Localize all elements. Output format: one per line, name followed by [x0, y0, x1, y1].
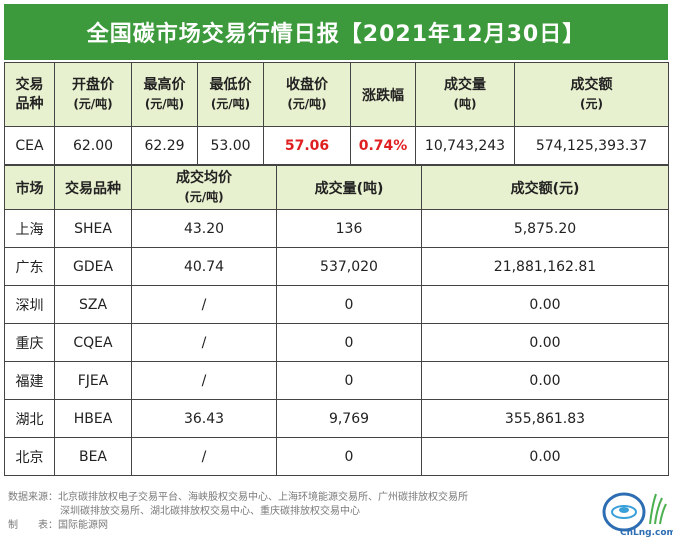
volume-cell: 0	[276, 437, 422, 476]
header-market: 市场	[4, 165, 55, 210]
cea-product: CEA	[4, 126, 55, 165]
cea-table: 交易 品种 开盘价 (元/吨) 最高价 (元/吨) 最低价 (元/吨) 收盘价 (元/吨)…	[4, 62, 669, 165]
table-row: 湖北 HBEA 36.43 9,769 355,861.83	[4, 399, 669, 438]
header-change: 涨跌幅	[350, 62, 416, 127]
volume-cell: 0	[276, 285, 422, 324]
table-row: 深圳 SZA / 0 0.00	[4, 285, 669, 324]
data-source-note: 数据来源：北京碳排放权电子交易平台、海峡股权交易中心、上海环境能源交易所、广州碳…	[8, 491, 568, 533]
turnover-cell: 5,875.20	[421, 209, 669, 248]
product-cell: HBEA	[54, 399, 132, 438]
cea-high: 62.29	[131, 126, 198, 165]
table-row: 北京 BEA / 0 0.00	[4, 437, 669, 476]
avg-price-cell: 43.20	[131, 209, 277, 248]
table-row: 重庆 CQEA / 0 0.00	[4, 323, 669, 362]
avg-price-cell: /	[131, 323, 277, 362]
header-turnover: 成交额(元)	[514, 62, 669, 127]
turnover-cell: 0.00	[421, 323, 669, 362]
header-turnover: 成交额(元)	[421, 165, 669, 210]
volume-cell: 0	[276, 361, 422, 400]
volume-cell: 9,769	[276, 399, 422, 438]
source-line-2: 深圳碳排放交易所、湖北碳排放权交易中心、重庆碳排放权交易中心	[60, 506, 360, 517]
market-cell: 湖北	[4, 399, 55, 438]
regional-table: 市场 交易品种 成交均价 (元/吨) 成交量(吨) 成交额(元) 上海 SHEA …	[4, 165, 669, 476]
header-product: 交易品种	[4, 62, 55, 127]
market-cell: 广东	[4, 247, 55, 286]
turnover-cell: 0.00	[421, 285, 669, 324]
table-row: 福建 FJEA / 0 0.00	[4, 361, 669, 400]
market-cell: 深圳	[4, 285, 55, 324]
product-cell: SZA	[54, 285, 132, 324]
header-low: 最低价 (元/吨)	[197, 62, 264, 127]
table-row: 广东 GDEA 40.74 537,020 21,881,162.81	[4, 247, 669, 286]
turnover-cell: 0.00	[421, 361, 669, 400]
table-row: 上海 SHEA 43.20 136 5,875.20	[4, 209, 669, 248]
market-cell: 北京	[4, 437, 55, 476]
turnover-cell: 0.00	[421, 437, 669, 476]
avg-price-cell: 40.74	[131, 247, 277, 286]
avg-price-cell: 36.43	[131, 399, 277, 438]
market-cell: 上海	[4, 209, 55, 248]
volume-cell: 136	[276, 209, 422, 248]
avg-price-cell: /	[131, 285, 277, 324]
header-open: 开盘价 (元/吨)	[54, 62, 132, 127]
cea-data-row: CEA 62.00 62.29 53.00 57.06 0.74% 10,743…	[4, 126, 669, 165]
header-volume: 成交量(吨)	[415, 62, 515, 127]
cea-turnover: 574,125,393.37	[514, 126, 669, 165]
avg-price-cell: /	[131, 361, 277, 400]
logo-text: CnLng.com	[620, 528, 673, 538]
avg-price-cell: /	[131, 437, 277, 476]
cea-open: 62.00	[54, 126, 132, 165]
cea-volume: 10,743,243	[415, 126, 515, 165]
header-high: 最高价 (元/吨)	[131, 62, 198, 127]
header-avg-price: 成交均价 (元/吨)	[131, 165, 277, 210]
globe-logo-icon	[602, 492, 667, 532]
header-product: 交易品种	[54, 165, 132, 210]
product-cell: BEA	[54, 437, 132, 476]
product-cell: CQEA	[54, 323, 132, 362]
product-cell: SHEA	[54, 209, 132, 248]
product-cell: GDEA	[54, 247, 132, 286]
volume-cell: 537,020	[276, 247, 422, 286]
cea-low: 53.00	[197, 126, 264, 165]
product-cell: FJEA	[54, 361, 132, 400]
header-close: 收盘价 (元/吨)	[263, 62, 351, 127]
maker-line: 制 表：国际能源网	[8, 520, 108, 531]
cea-header-row: 交易 品种 开盘价 (元/吨) 最高价 (元/吨) 最低价 (元/吨) 收盘价 (元/吨)…	[4, 62, 669, 127]
report-title: 全国碳市场交易行情日报【2021年12月30日】	[4, 4, 668, 60]
report-frame: 全国碳市场交易行情日报【2021年12月30日】 交易 品种 开盘价 (元/吨) 最…	[4, 4, 669, 541]
market-cell: 重庆	[4, 323, 55, 362]
cea-change: 0.74%	[350, 126, 416, 165]
cea-close: 57.06	[263, 126, 351, 165]
market-cell: 福建	[4, 361, 55, 400]
header-volume: 成交量(吨)	[276, 165, 422, 210]
turnover-cell: 21,881,162.81	[421, 247, 669, 286]
regional-header-row: 市场 交易品种 成交均价 (元/吨) 成交量(吨) 成交额(元)	[4, 165, 669, 210]
volume-cell: 0	[276, 323, 422, 362]
source-line-1: 数据来源：北京碳排放权电子交易平台、海峡股权交易中心、上海环境能源交易所、广州碳…	[8, 492, 468, 503]
turnover-cell: 355,861.83	[421, 399, 669, 438]
